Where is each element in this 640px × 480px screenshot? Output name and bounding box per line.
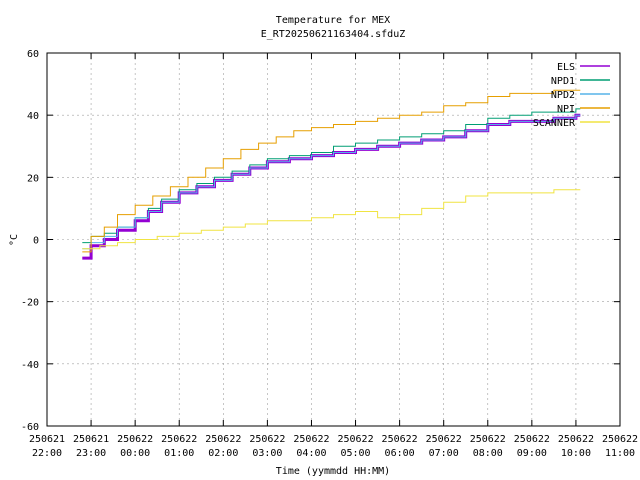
chart-subtitle: E_RT20250621163404.sfduZ xyxy=(261,29,406,40)
x-tick-date: 250621 xyxy=(29,434,65,445)
y-tick-label: 60 xyxy=(27,49,39,60)
y-tick-label: 20 xyxy=(27,173,39,184)
axes: -60 -40 -20 0 20 40 60 250621 22:00 250621 23:00 25… xyxy=(21,49,638,459)
x-tick-date: 250622 xyxy=(205,434,241,445)
legend-label: ELS xyxy=(557,62,575,73)
legend-label: NPD1 xyxy=(551,76,575,87)
x-tick-time: 01:00 xyxy=(164,448,194,459)
x-tick-time: 22:00 xyxy=(32,448,62,459)
x-tick-time: 03:00 xyxy=(252,448,282,459)
plot-frame xyxy=(46,52,621,427)
x-tick-date: 250622 xyxy=(382,434,418,445)
x-tick-date: 250621 xyxy=(73,434,109,445)
y-tick-label: 0 xyxy=(33,236,39,247)
series-line-scanner xyxy=(82,189,581,250)
legend: ELS NPD1 NPD2 NPI SCANNER xyxy=(533,62,610,129)
x-tick-date: 250622 xyxy=(337,434,373,445)
x-tick-date: 250622 xyxy=(249,434,285,445)
x-tick-time: 09:00 xyxy=(517,448,547,459)
legend-label: SCANNER xyxy=(533,118,576,129)
chart-title: Temperature for MEX xyxy=(276,15,390,26)
x-tick-date: 250622 xyxy=(117,434,153,445)
x-tick-date: 250622 xyxy=(293,434,329,445)
x-tick-time: 10:00 xyxy=(561,448,591,459)
legend-label: NPD2 xyxy=(551,90,575,101)
x-tick-time: 04:00 xyxy=(296,448,326,459)
x-tick-date: 250622 xyxy=(426,434,462,445)
x-tick-date: 250622 xyxy=(514,434,550,445)
x-tick-date: 250622 xyxy=(161,434,197,445)
x-tick-time: 02:00 xyxy=(208,448,238,459)
x-tick-date: 250622 xyxy=(470,434,506,445)
x-tick-date: 250622 xyxy=(558,434,594,445)
series-line-npd1 xyxy=(82,108,581,244)
y-axis-label: °C xyxy=(9,234,20,246)
y-tick-label: 40 xyxy=(27,111,39,122)
y-tick-label: -20 xyxy=(21,298,39,309)
series-line-npi xyxy=(82,89,581,253)
legend-label: NPI xyxy=(557,104,575,115)
x-axis-label: Time (yymmdd HH:MM) xyxy=(276,466,390,477)
y-tick-label: -60 xyxy=(21,422,39,433)
x-tick-time: 23:00 xyxy=(76,448,106,459)
grid-lines xyxy=(47,53,620,426)
x-tick-time: 06:00 xyxy=(385,448,415,459)
series-lines xyxy=(82,89,581,260)
x-tick-time: 07:00 xyxy=(429,448,459,459)
x-tick-date: 250622 xyxy=(602,434,638,445)
x-tick-time: 08:00 xyxy=(473,448,503,459)
x-tick-time: 05:00 xyxy=(340,448,370,459)
y-tick-label: -40 xyxy=(21,360,39,371)
series-line-npd2 xyxy=(82,114,581,250)
x-tick-time: 00:00 xyxy=(120,448,150,459)
x-tick-time: 11:00 xyxy=(605,448,635,459)
